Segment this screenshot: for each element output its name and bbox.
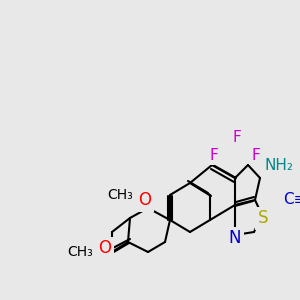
Text: S: S (258, 209, 268, 227)
Text: O: O (139, 191, 152, 209)
Text: F: F (252, 148, 260, 163)
Text: C≡N: C≡N (283, 193, 300, 208)
Text: NH₂: NH₂ (265, 158, 294, 172)
Text: CH₃: CH₃ (67, 245, 93, 259)
Text: O: O (98, 239, 112, 257)
Text: CH₃: CH₃ (107, 188, 133, 202)
Text: F: F (232, 130, 242, 146)
Text: N: N (229, 229, 241, 247)
Text: F: F (210, 148, 218, 163)
